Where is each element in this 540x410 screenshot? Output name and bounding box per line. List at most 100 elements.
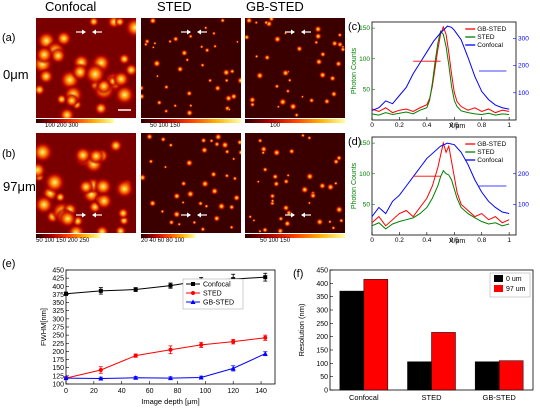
bar-97-um [498,360,524,391]
y-tick-label-left: 150 [359,140,370,147]
fluorescent-spot [282,204,290,212]
colorbar-label-a-sted: 50 100 150 [150,123,181,129]
y-tick-label: 125 [52,373,64,380]
data-point [133,287,138,292]
fluorescent-spot [146,133,153,141]
fluorescent-spot [108,138,124,153]
fluorescent-spot [229,68,235,74]
colorbar-label-b-gbsted: 50 100 150 [260,238,291,244]
arrowhead-icon [291,212,295,218]
fluorescent-spot [256,180,260,184]
fluorescent-spot [214,133,222,141]
fluorescent-spot [307,135,312,141]
y-tick-label: 50 [320,374,328,381]
fluorescent-spot [276,227,284,233]
fluorescent-spot [327,219,332,224]
x-tick-label: 1 [507,122,511,129]
fluorescent-spot [257,138,263,144]
fluorescent-spot [221,141,229,149]
arrowhead-icon [291,29,295,35]
y-tick-label-right: 200 [518,63,529,70]
data-point [133,375,139,380]
fluorescent-spot [285,88,291,94]
legend-label: Confocal [477,157,503,164]
fluorescent-spot [188,103,193,108]
fluorescent-spot [229,225,234,230]
fluorescent-spot [163,84,169,90]
y-tick-label: 350 [52,300,64,307]
series-line-sted [371,30,510,116]
fluorescent-spot [296,45,303,53]
x-tick-label: 1 [507,237,511,244]
fluorescent-spot [185,109,194,117]
fluorescent-spot [300,95,305,99]
y-tick-label-right: 300 [518,35,529,42]
fluorescent-spot [36,45,54,65]
fluorescent-spot [335,205,344,214]
panel-label-f: (f) [293,268,304,280]
fluorescent-spot [214,141,220,148]
fluorescent-spot [141,84,145,92]
fluorescent-spot [200,62,205,68]
data-point [199,342,204,347]
fluorescent-spot [283,178,290,185]
colorbar-b-sted [141,234,195,238]
data-point [168,375,173,381]
fluorescent-spot [294,112,300,118]
y-tick-label: 150 [316,348,328,355]
fluorescent-spot [230,93,238,100]
data-point [263,335,268,340]
fluorescent-spot [160,136,167,143]
fluorescent-spot [281,69,290,77]
fluorescent-spot [152,59,161,68]
x-tick-label: Confocal [349,393,379,402]
panel-label-b: (b) [2,148,16,160]
fluorescent-spot [252,218,256,223]
fluorescent-spot [248,96,256,104]
fluorescent-spot [180,49,188,57]
y-tick-label: 325 [52,308,64,315]
fluorescent-spot [224,78,229,83]
fluorescent-spot [224,149,230,155]
fluorescent-spot [314,25,322,33]
data-point [63,375,69,381]
colorbar-a-sted [141,119,241,123]
data-point [168,347,173,352]
x-axis-label: X/μm [449,123,466,130]
y-tick-label: 350 [316,294,328,301]
legend-marker [191,291,195,295]
fluorescent-spot [318,182,326,190]
panel-label-c: (c) [348,21,361,33]
arrowhead-icon [187,212,191,218]
micro-gbsted-97um [245,133,345,233]
arrowhead-icon [187,29,191,35]
legend-label: 0 um [506,276,522,283]
y-tick-label-right: 100 [518,90,529,97]
fluorescent-spot [173,192,181,200]
fluorescent-spot [204,47,210,53]
fluorescent-spot [197,200,204,207]
fluorescent-spot [180,180,187,187]
fluorescent-spot [214,84,221,92]
fluorescent-spot [113,84,136,106]
y-tick-label: 300 [316,308,328,315]
fluorescent-spot [93,101,109,116]
fluorescent-spot [315,58,323,66]
fluorescent-spot [36,140,54,164]
colorbar-b-gbsted [245,234,345,238]
fluorescent-spot [141,93,146,100]
fluorescent-spot [237,149,241,156]
depth-label-0: 0μm [3,67,29,82]
fluorescent-spot [192,220,197,225]
fluorescent-spot [54,191,66,203]
data-point [231,339,236,344]
fluorescent-spot [93,176,114,197]
fluorescent-spot [264,54,271,61]
fluorescent-spot [333,181,338,186]
x-tick-label: 0.6 [450,122,459,129]
panel-label-a: (a) [2,32,16,44]
fluorescent-spot [248,214,253,219]
fluorescent-spot [49,47,67,65]
fluorescent-spot [323,98,331,105]
fluorescent-spot [36,83,46,97]
